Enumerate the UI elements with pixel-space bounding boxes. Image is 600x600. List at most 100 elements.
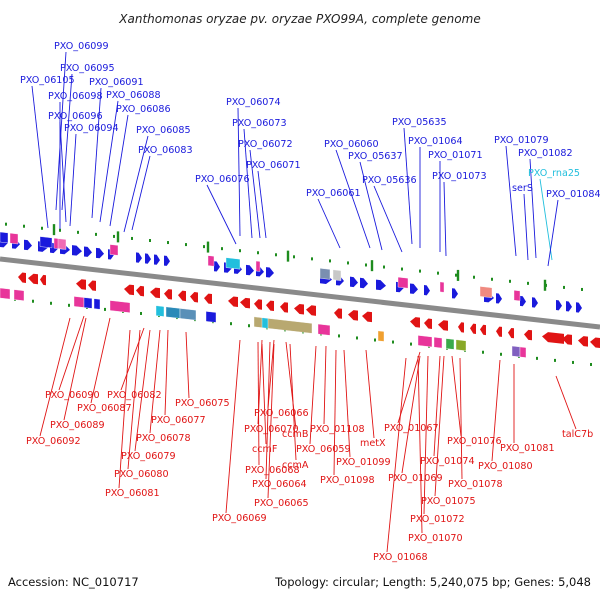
forward-gene-label[interactable]: PXO_06083 — [138, 145, 193, 156]
reverse-cds-arrow[interactable] — [458, 322, 464, 333]
forward-gene-label[interactable]: PXO_06094 — [64, 123, 119, 134]
reverse-cds-arrow[interactable] — [40, 274, 46, 286]
reverse-cds-arrow[interactable] — [496, 326, 502, 337]
forward-gene-label[interactable]: PXO_06061 — [306, 188, 361, 199]
reverse-gene-label[interactable]: PXO_06065 — [254, 498, 309, 509]
reverse-gene-label[interactable]: PXO_06087 — [77, 403, 132, 414]
reverse-gene-label[interactable]: PXO_06075 — [175, 398, 230, 409]
reverse-gene-label[interactable]: ccmB — [282, 429, 308, 440]
forward-gene-label[interactable]: PXO_06088 — [106, 90, 161, 101]
forward-gene-label[interactable]: PXO_05637 — [348, 151, 403, 162]
reverse-gene-label[interactable]: PXO_06068 — [245, 465, 300, 476]
reverse-cds-arrow[interactable] — [562, 334, 572, 345]
reverse-cds-arrow[interactable] — [480, 324, 486, 336]
reverse-gene-label[interactable]: PXO_06066 — [254, 408, 309, 419]
reverse-cds-arrow[interactable] — [178, 290, 186, 302]
forward-cds-arrow[interactable] — [72, 245, 82, 256]
reverse-cds-arrow[interactable] — [150, 287, 160, 299]
forward-cds-arrow[interactable] — [214, 261, 220, 272]
reverse-cds-arrow[interactable] — [508, 327, 514, 339]
reverse-cds-arrow[interactable] — [228, 296, 238, 307]
reverse-gene-label[interactable]: PXO_06092 — [26, 436, 81, 447]
reverse-cds-arrow[interactable] — [334, 308, 342, 319]
forward-gene-label[interactable]: PXO_06073 — [232, 118, 287, 129]
forward-cds-arrow[interactable] — [376, 279, 386, 291]
forward-gene-label[interactable]: PXO_01079 — [494, 135, 549, 146]
forward-cds-arrow[interactable] — [520, 295, 526, 307]
forward-gene-label[interactable]: PXO_06076 — [195, 174, 250, 185]
reverse-gene-label[interactable]: PXO_01098 — [320, 475, 375, 486]
reverse-cds-arrow[interactable] — [18, 272, 26, 283]
reverse-gene-label[interactable]: PXO_01078 — [448, 479, 503, 490]
forward-cds-arrow[interactable] — [145, 253, 151, 264]
forward-gene-label[interactable]: PXO_06105 — [20, 75, 75, 86]
forward-cds-arrow[interactable] — [576, 302, 582, 313]
forward-gene-label[interactable]: PXO_06095 — [60, 63, 115, 74]
reverse-gene-label[interactable]: PXO_06078 — [136, 433, 191, 444]
reverse-gene-label[interactable]: PXO_01075 — [421, 496, 476, 507]
reverse-cds-arrow[interactable] — [542, 332, 564, 344]
forward-gene-label[interactable]: PXO_06071 — [246, 160, 301, 171]
forward-gene-label[interactable]: PXO_06086 — [116, 104, 171, 115]
reverse-gene-label[interactable]: PXO_01108 — [310, 424, 365, 435]
reverse-gene-label[interactable]: PXO_06070 — [244, 424, 299, 435]
reverse-cds-arrow[interactable] — [254, 299, 262, 310]
reverse-gene-label[interactable]: PXO_06089 — [50, 420, 105, 431]
reverse-cds-arrow[interactable] — [590, 337, 600, 348]
forward-gene-label[interactable]: PXO_01084 — [546, 189, 600, 200]
reverse-cds-arrow[interactable] — [470, 323, 476, 334]
reverse-cds-arrow[interactable] — [88, 280, 96, 291]
reverse-gene-label[interactable]: metX — [360, 438, 386, 449]
forward-cds-arrow[interactable] — [154, 254, 160, 265]
reverse-gene-label[interactable]: PXO_01068 — [373, 552, 428, 563]
reverse-cds-arrow[interactable] — [438, 320, 448, 331]
forward-cds-arrow[interactable] — [246, 264, 254, 276]
reverse-cds-arrow[interactable] — [362, 311, 372, 323]
reverse-gene-label[interactable]: PXO_01069 — [388, 473, 443, 484]
reverse-cds-arrow[interactable] — [136, 285, 144, 297]
reverse-gene-label[interactable]: PXO_06079 — [121, 451, 176, 462]
reverse-cds-arrow[interactable] — [280, 302, 288, 313]
forward-gene-label[interactable]: serS — [512, 183, 533, 194]
reverse-cds-arrow[interactable] — [578, 336, 588, 347]
reverse-gene-label[interactable]: PXO_01099 — [336, 457, 391, 468]
forward-gene-label[interactable]: PXO_05635 — [392, 117, 447, 128]
forward-gene-label[interactable]: PXO_01064 — [408, 136, 463, 147]
forward-gene-label[interactable]: PXO_01082 — [518, 148, 573, 159]
reverse-gene-label[interactable]: PXO_01070 — [408, 533, 463, 544]
reverse-cds-arrow[interactable] — [424, 318, 432, 329]
reverse-gene-label[interactable]: PXO_06082 — [107, 390, 162, 401]
reverse-cds-arrow[interactable] — [294, 303, 304, 315]
forward-cds-arrow[interactable] — [532, 297, 538, 308]
forward-gene-label[interactable]: PXO_06099 — [54, 41, 109, 52]
reverse-gene-label[interactable]: PXO_06080 — [114, 469, 169, 480]
reverse-cds-arrow[interactable] — [524, 329, 532, 341]
reverse-gene-label[interactable]: PXO_01076 — [447, 436, 502, 447]
reverse-gene-label[interactable]: PXO_01067 — [384, 423, 439, 434]
reverse-gene-label[interactable]: PXO_06059 — [296, 444, 351, 455]
forward-gene-label[interactable]: PXO_01073 — [432, 171, 487, 182]
forward-gene-label[interactable]: PXO_06072 — [238, 139, 293, 150]
forward-cds-arrow[interactable] — [136, 252, 142, 263]
forward-gene-label[interactable]: PXO_06085 — [136, 125, 191, 136]
forward-cds-arrow[interactable] — [496, 293, 502, 304]
reverse-gene-label[interactable]: ccmF — [252, 444, 277, 455]
reverse-gene-label[interactable]: PXO_06064 — [252, 479, 307, 490]
forward-cds-arrow[interactable] — [452, 288, 458, 299]
reverse-gene-label[interactable]: ccmA — [282, 460, 309, 471]
reverse-gene-label[interactable]: PXO_01081 — [500, 443, 555, 454]
reverse-cds-arrow[interactable] — [124, 284, 134, 296]
reverse-cds-arrow[interactable] — [76, 279, 86, 290]
forward-gene-label[interactable]: PXO_01071 — [428, 150, 483, 161]
forward-cds-arrow[interactable] — [350, 276, 358, 288]
reverse-cds-arrow[interactable] — [348, 310, 358, 321]
reverse-gene-label[interactable]: PXO_06090 — [45, 390, 100, 401]
reverse-cds-arrow[interactable] — [410, 317, 420, 328]
reverse-cds-arrow[interactable] — [190, 292, 198, 303]
forward-gene-label[interactable]: PXO_06091 — [89, 77, 144, 88]
forward-cds-arrow[interactable] — [424, 285, 430, 296]
forward-gene-label[interactable]: PXO_06098 — [48, 91, 103, 102]
forward-cds-arrow[interactable] — [96, 247, 104, 259]
reverse-gene-label[interactable]: PXO_06081 — [105, 488, 160, 499]
forward-cds-arrow[interactable] — [24, 239, 32, 251]
